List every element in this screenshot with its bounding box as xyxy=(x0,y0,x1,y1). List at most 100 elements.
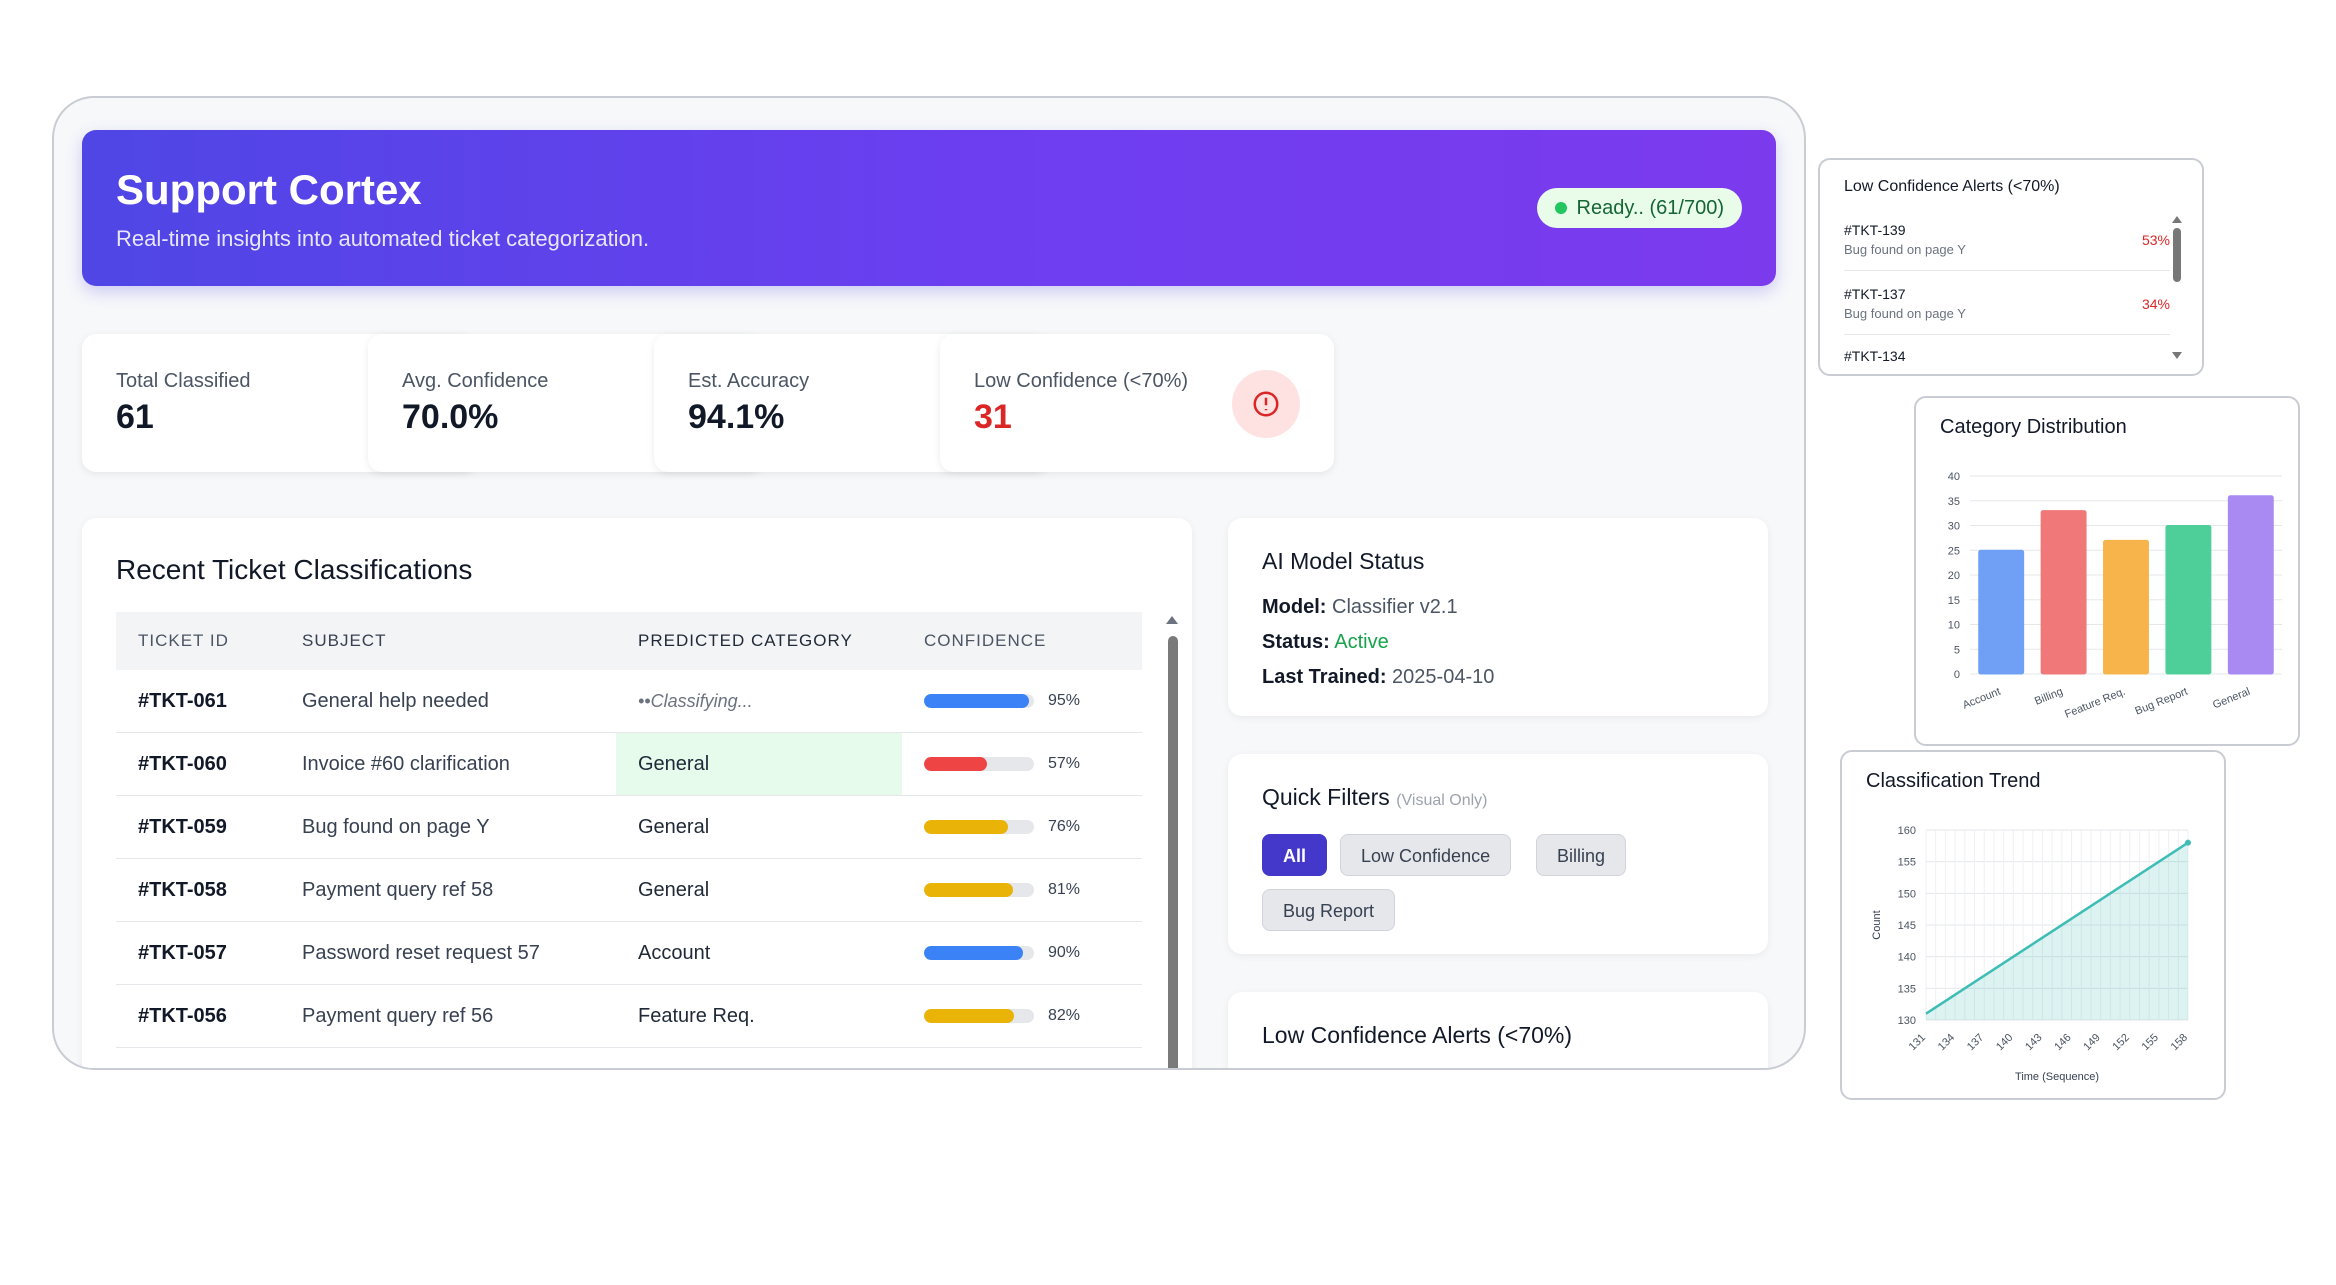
column-header-subject[interactable]: SUBJECT xyxy=(302,631,387,650)
table-row[interactable]: #TKT-061 General help needed ••Classifying… xyxy=(116,670,1142,733)
confidence-bar-fill xyxy=(924,694,1029,708)
alert-item[interactable]: #TKT-139 Bug found on page Y 53% xyxy=(1844,222,2170,257)
filter-all-button[interactable]: All xyxy=(1262,834,1328,876)
x-tick-label: Billing xyxy=(2033,686,2065,708)
alert-item[interactable]: #TKT-134 xyxy=(1844,348,2170,364)
confidence-value: 76% xyxy=(1048,818,1081,835)
y-tick-label: 130 xyxy=(1898,1015,1916,1027)
confidence-bar-fill xyxy=(924,946,1023,960)
confidence-bar xyxy=(924,820,1034,834)
ticket-id: #TKT-058 xyxy=(138,878,227,901)
status-value: Active xyxy=(1334,631,1389,653)
scroll-up-icon[interactable] xyxy=(1166,616,1178,624)
predicted-category: General xyxy=(616,733,902,795)
table-row[interactable]: #TKT-060 Invoice #60 clarification General… xyxy=(116,733,1142,796)
y-tick-label: 30 xyxy=(1948,521,1960,533)
confidence-cell: 76% xyxy=(902,818,1142,836)
alert-pct: 34% xyxy=(2141,296,2170,312)
y-tick-label: 20 xyxy=(1948,570,1960,582)
x-tick-label: Account xyxy=(1961,686,2002,712)
filter-low-confidence-button[interactable]: Low Confidence xyxy=(1340,834,1512,876)
stat-value: 61 xyxy=(116,398,154,436)
y-tick-label: 0 xyxy=(1954,669,1960,681)
column-header-confidence[interactable]: CONFIDENCE xyxy=(924,631,1047,650)
table-body: #TKT-061 General help needed ••Classifying… xyxy=(116,670,1142,1048)
classification-trend-chart: 130 135 140 145 150 155 160 131 134 137 140 143 146 1… xyxy=(1871,825,2191,1083)
y-tick-label: 15 xyxy=(1948,595,1960,607)
panel-title: Low Confidence Alerts (<70%) xyxy=(1262,1022,1573,1048)
table-scrollbar[interactable] xyxy=(1168,636,1178,1068)
y-tick-label: 135 xyxy=(1898,983,1916,995)
y-tick-label: 155 xyxy=(1898,857,1916,869)
category-distribution-card: Category Distribution 0 5 10 15 20 25 30 35 40 Ac… xyxy=(1914,396,2300,746)
alerts-scrollbar[interactable] xyxy=(2173,228,2181,282)
y-tick-label: 5 xyxy=(1954,644,1960,656)
model-label: Model: xyxy=(1262,596,1327,618)
column-header-ticket-id[interactable]: TICKET ID xyxy=(138,631,229,650)
trend-line xyxy=(1925,841,2189,1015)
y-tick-label: 35 xyxy=(1948,496,1960,508)
predicted-category: General xyxy=(638,815,710,838)
chart-title: Classification Trend xyxy=(1866,770,2041,792)
classification-trend-card: Classification Trend 130 135 140 145 150 155 1… xyxy=(1840,750,2226,1100)
predicted-category: ••Classifying... xyxy=(616,670,902,732)
filter-billing-button[interactable]: Billing xyxy=(1536,834,1627,876)
dashboard-frame: Support Cortex Real-time insights into a… xyxy=(52,96,1806,1070)
confidence-value: 82% xyxy=(1048,1007,1081,1024)
model-value: Classifier v2.1 xyxy=(1332,596,1458,618)
table-row[interactable]: #TKT-058 Payment query ref 58 General 81% xyxy=(116,859,1142,922)
chart-title: Category Distribution xyxy=(1940,416,2127,438)
x-tick-label: 131 xyxy=(1907,1032,1928,1053)
trend-point xyxy=(2185,839,2191,846)
x-tick-label: 155 xyxy=(2140,1032,2161,1053)
x-tick-label: 140 xyxy=(1994,1032,2015,1053)
panel-title: Quick Filters (Visual Only) xyxy=(1262,784,1487,811)
bar-general xyxy=(2227,495,2274,675)
divider xyxy=(1844,270,2170,271)
quick-filters-panel: Quick Filters (Visual Only) All Low Conf… xyxy=(1228,754,1768,954)
alert-item[interactable]: #TKT-137 Bug found on page Y 34% xyxy=(1844,286,2170,321)
ticket-id: #TKT-056 xyxy=(138,1004,227,1027)
trend-area xyxy=(1926,842,2188,1020)
status-label: Status: xyxy=(1262,631,1330,653)
model-row: Model: Classifier v2.1 xyxy=(1262,596,1458,619)
predicted-category: Feature Req. xyxy=(638,1004,755,1027)
confidence-cell: 90% xyxy=(902,944,1142,962)
filters-note: (Visual Only) xyxy=(1396,792,1488,809)
table-row[interactable]: #TKT-059 Bug found on page Y General 76% xyxy=(116,796,1142,859)
stat-value: 70.0% xyxy=(402,398,499,436)
x-tick-label: General xyxy=(2211,686,2252,712)
alert-pct: 53% xyxy=(2141,232,2170,248)
stat-label: Avg. Confidence xyxy=(402,370,549,392)
scroll-up-icon[interactable] xyxy=(2172,216,2182,223)
alerts-popup: Low Confidence Alerts (<70%) #TKT-139 Bu… xyxy=(1818,158,2204,376)
ticket-subject: General help needed xyxy=(302,689,489,712)
classifying-text: ••Classifying... xyxy=(638,690,753,711)
trained-label: Last Trained: xyxy=(1262,666,1387,688)
table-row[interactable]: #TKT-056 Payment query ref 56 Feature Req.… xyxy=(116,985,1142,1048)
y-tick-label: 10 xyxy=(1948,620,1960,632)
app-title: Support Cortex xyxy=(116,166,422,213)
stat-card-low-confidence: Low Confidence (<70%) 31 xyxy=(940,334,1334,472)
divider xyxy=(1844,334,2170,335)
ticket-subject: Bug found on page Y xyxy=(302,815,490,838)
status-badge: Ready.. (61/700) xyxy=(1536,188,1742,228)
filter-bug-report-button[interactable]: Bug Report xyxy=(1262,889,1396,931)
ticket-subject: Password reset request 57 xyxy=(302,941,540,964)
popup-title: Low Confidence Alerts (<70%) xyxy=(1844,178,2060,195)
stat-value: 94.1% xyxy=(688,398,785,436)
table-row[interactable]: #TKT-057 Password reset request 57 Account… xyxy=(116,922,1142,985)
panel-title: AI Model Status xyxy=(1262,548,1425,574)
y-tick-label: 160 xyxy=(1898,825,1916,837)
filters-title: Quick Filters xyxy=(1262,784,1390,810)
panel-title: Recent Ticket Classifications xyxy=(116,554,473,585)
bar-bug-report xyxy=(2165,525,2212,675)
bar-account xyxy=(1978,549,2025,675)
x-tick-label: 158 xyxy=(2169,1032,2190,1053)
y-tick-label: 140 xyxy=(1898,952,1916,964)
scroll-down-icon[interactable] xyxy=(2172,352,2182,359)
alert-id: #TKT-139 xyxy=(1844,222,1906,238)
y-tick-label: 40 xyxy=(1948,471,1960,483)
column-header-category[interactable]: PREDICTED CATEGORY xyxy=(638,631,853,650)
ticket-id: #TKT-060 xyxy=(138,752,227,775)
